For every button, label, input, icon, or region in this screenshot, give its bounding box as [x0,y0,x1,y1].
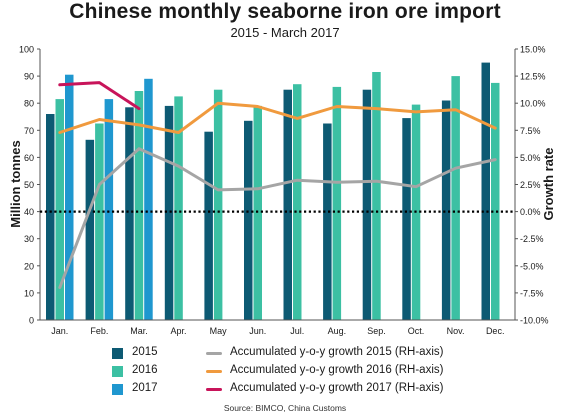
chart-legend: 2015 2016 2017 Accumulated y-o-y growth … [112,344,552,398]
bar-2015-oct [402,118,411,320]
x-tick-label: Feb. [90,326,108,336]
line-growth-2016 [58,101,497,134]
y-left-tick-label: 10 [24,288,34,298]
legend-label-2017: 2017 [132,382,158,394]
bar-2017-feb [104,99,114,320]
y-left-tick-label: 0 [29,316,34,326]
bar-2015-jul [283,89,292,320]
bar-2016-feb [95,123,104,320]
x-tick-label: Apr. [170,326,186,336]
x-tick-label: Jan. [51,326,68,336]
bar-2015-aug [323,123,332,320]
bar-2016-nov [451,76,460,320]
bar-2015-jun [244,120,253,320]
y-right-tick-label: 5.0% [520,153,541,163]
chart-plot: Million tonnes Growth rate 0 10 20 30 40 50 60… [8,45,556,337]
legend-label-growth-2016: Accumulated y-o-y growth 2016 (RH-axis) [230,364,444,376]
x-tick-label: May [210,326,228,336]
x-tick-label: Jul. [290,326,304,336]
legend-swatch-growth-2017 [206,388,222,391]
y-right-tick-label: 0.0% [520,207,541,217]
x-tick-label: Dec. [486,326,505,336]
y-right-tick-label: -2.5% [520,234,544,244]
y-left-tick-label: 40 [24,207,34,217]
legend-label-2015: 2015 [132,346,158,358]
y-axis-left-label: Million tonnes [8,140,23,227]
y-right-tick-label: -5.0% [520,261,544,271]
bar-2015-nov [441,100,451,320]
bar-2017-mar [144,78,153,320]
bar-2016-mar [134,91,144,320]
x-tick-label: Oct. [408,326,425,336]
bar-2015-jan [46,114,55,320]
y-right-tick-label: 2.5% [520,180,541,190]
legend-label-2016: 2016 [132,364,158,376]
bar-2015-dec [481,62,490,320]
y-left-tick-label: 30 [24,234,34,244]
bar-2016-jul [293,84,302,320]
y-right-tick-label: -10.0% [520,316,549,326]
bar-2015-sep [362,89,372,320]
y-right-tick-label: 7.5% [520,126,541,136]
x-tick-label: Nov. [447,326,465,336]
chart-source: Source: BIMCO, China Customs [223,403,347,413]
y-left-tick-label: 20 [24,261,34,271]
y-left-tick-label: 70 [24,126,34,136]
bar-2015-apr [164,105,174,321]
bar-2015-may [204,131,213,320]
bar-2017-jan [65,74,74,320]
chart-subtitle: 2015 - March 2017 [230,25,340,40]
bar-2016-dec [491,82,500,321]
y-right-tick-label: 10.0% [520,99,546,109]
line-growth-2015 [58,147,497,289]
bar-2016-jan [55,99,64,320]
legend-swatch-growth-2015 [206,352,222,355]
x-tick-label: Sep. [367,326,386,336]
bar-2016-aug [332,86,342,321]
y-right-tick-label: -7.5% [520,288,544,298]
x-tick-label: Aug. [328,326,347,336]
legend-swatch-2017 [112,384,123,395]
legend-swatch-growth-2016 [206,370,222,373]
x-tick-label: Mar. [130,326,148,336]
legend-label-growth-2015: Accumulated y-o-y growth 2015 (RH-axis) [230,346,444,358]
line-growth-2017 [58,81,141,111]
x-tick-label: Jun. [249,326,266,336]
legend-swatch-2015 [112,348,123,359]
y-left-tick-label: 90 [24,72,34,82]
bar-2016-apr [174,96,183,321]
y-right-tick-label: 12.5% [520,72,546,82]
y-left-tick-label: 100 [19,45,34,55]
y-left-tick-label: 80 [24,99,34,109]
y-right-tick-label: 15.0% [520,45,546,55]
bar-2016-jun [253,105,262,321]
chart-title: Chinese monthly seaborne iron ore import [69,0,501,23]
bar-2015-feb [85,139,95,320]
bar-2015-mar [125,107,134,320]
legend-swatch-2016 [112,366,123,377]
legend-label-growth-2017: Accumulated y-o-y growth 2017 (RH-axis) [230,382,444,394]
y-left-tick-label: 60 [24,153,34,163]
bar-2016-may [213,89,223,320]
y-axis-right-label: Growth rate [541,148,556,221]
y-left-tick-label: 50 [24,180,34,190]
bar-2016-sep [372,72,381,320]
